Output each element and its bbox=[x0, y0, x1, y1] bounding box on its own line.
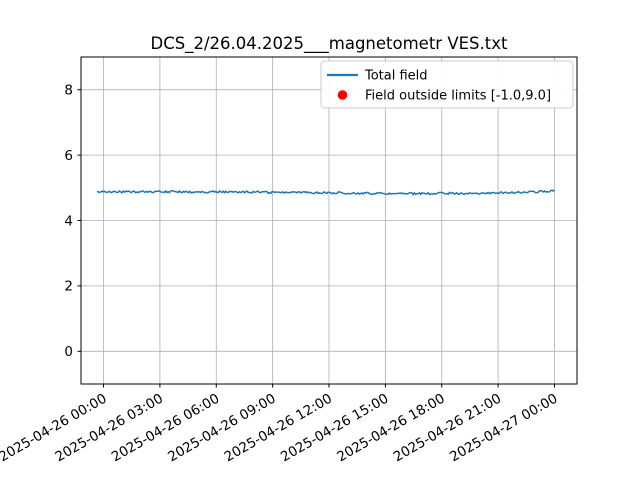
total-field-line bbox=[96, 189, 555, 196]
y-tick-label: 6 bbox=[64, 148, 73, 164]
axis-ticks bbox=[77, 89, 555, 388]
y-tick-label: 8 bbox=[64, 83, 73, 99]
legend-label-total-field: Total field bbox=[364, 69, 428, 84]
x-tick-label: 2025-04-27 00:00 bbox=[447, 391, 560, 466]
y-tick-label: 2 bbox=[64, 279, 73, 295]
legend: Total field Field outside limits [-1.0,9… bbox=[320, 60, 574, 109]
legend-box bbox=[320, 60, 574, 109]
legend-label-outside-limits: Field outside limits [-1.0,9.0] bbox=[365, 89, 551, 104]
chart-title: DCS_2/26.04.2025___magnetometr VES.txt bbox=[151, 34, 508, 54]
y-tick-label: 4 bbox=[64, 213, 73, 229]
legend-red-dot-marker bbox=[337, 90, 348, 100]
y-tick-label: 0 bbox=[64, 344, 73, 360]
plot-area-border bbox=[80, 56, 578, 385]
